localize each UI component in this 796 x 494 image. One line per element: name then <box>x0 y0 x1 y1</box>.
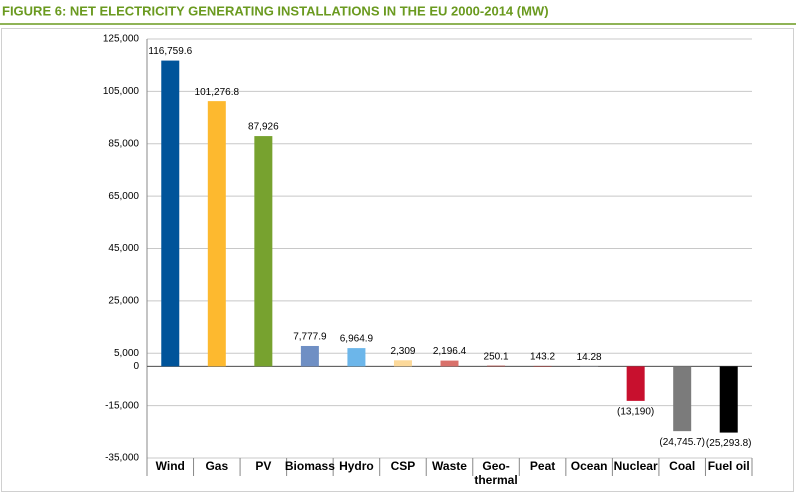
value-label: 87,926 <box>248 122 279 133</box>
y-tick-label: 25,000 <box>108 296 139 307</box>
value-label: 101,276.8 <box>195 87 240 98</box>
y-tick-label: 105,000 <box>103 86 140 97</box>
x-tick-label: Coal <box>669 459 695 473</box>
bar <box>347 348 366 367</box>
y-tick-label: -35,000 <box>105 453 139 464</box>
x-tick-label: Wind <box>156 459 185 473</box>
bar <box>673 366 692 432</box>
value-label: 116,759.6 <box>148 46 192 57</box>
bar <box>487 365 506 367</box>
value-label: 2,309 <box>390 346 415 357</box>
value-label: (13,190) <box>617 407 654 418</box>
y-tick-label: 65,000 <box>108 191 139 202</box>
bar <box>254 136 273 367</box>
chart-frame <box>1 28 794 492</box>
x-tick-label: Geo-thermal <box>474 459 517 487</box>
y-tick-label: 125,000 <box>103 34 140 45</box>
x-tick-label: Gas <box>205 459 228 473</box>
value-label: (25,293.8) <box>706 438 752 449</box>
x-tick-label: Biomass <box>285 459 335 473</box>
value-label: 6,964.9 <box>340 334 374 345</box>
x-tick-label: Nuclear <box>614 459 658 473</box>
bar <box>533 365 552 367</box>
bar <box>440 360 459 367</box>
x-tick-label: Hydro <box>339 459 374 473</box>
y-tick-label: -15,000 <box>105 400 139 411</box>
value-label: 250.1 <box>484 351 509 362</box>
y-tick-label: 45,000 <box>108 243 139 254</box>
x-tick-label: Peat <box>530 459 555 473</box>
value-label: (24,745.7) <box>659 437 705 448</box>
value-label: 143.2 <box>530 352 555 363</box>
bar <box>161 60 180 367</box>
x-tick-label: PV <box>255 459 271 473</box>
y-tick-label: 85,000 <box>108 138 139 149</box>
x-tick-label: Ocean <box>571 459 608 473</box>
x-tick-label: Waste <box>432 459 467 473</box>
bar <box>719 366 738 433</box>
x-tick-label: Fuel oil <box>708 459 750 473</box>
x-tick-label: CSP <box>391 459 416 473</box>
bar <box>626 366 645 401</box>
y-tick-label: 0 <box>133 361 139 372</box>
value-label: 14.28 <box>577 352 602 363</box>
bar <box>207 101 226 367</box>
chart-title: FIGURE 6: NET ELECTRICITY GENERATING INS… <box>2 3 549 18</box>
y-tick-label: 5,000 <box>114 348 139 359</box>
bar <box>300 345 319 367</box>
bar <box>393 360 412 367</box>
bar <box>580 366 599 367</box>
value-label: 7,777.9 <box>293 332 327 343</box>
value-label: 2,196.4 <box>433 346 467 357</box>
